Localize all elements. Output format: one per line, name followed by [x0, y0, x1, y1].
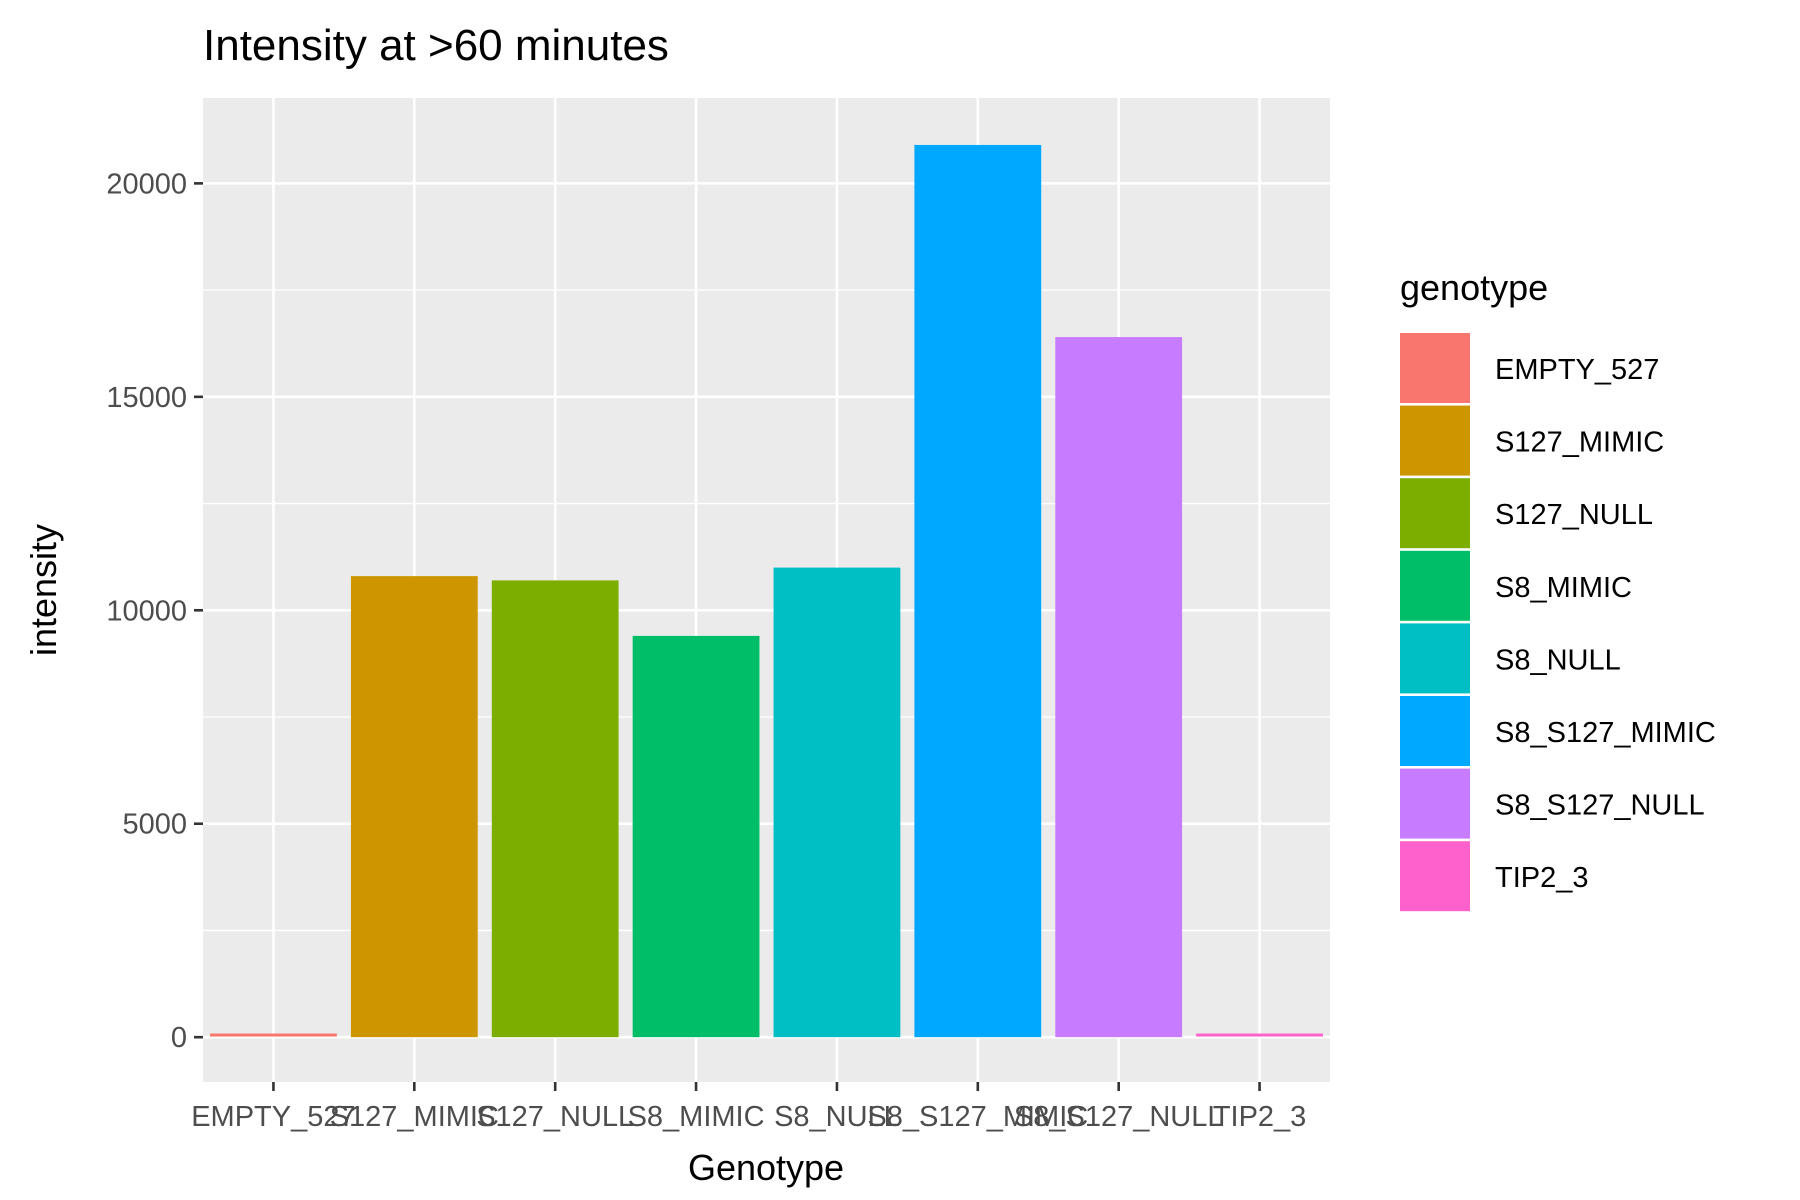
y-tick-label: 20000 [106, 168, 187, 200]
legend-swatch [1400, 623, 1470, 694]
y-axis: 0 5000 10000 15000 20000 [106, 168, 203, 1054]
x-tick-label: S8_NULL [774, 1101, 900, 1133]
bar-s8-mimic [632, 635, 760, 1038]
legend-label: S8_MIMIC [1495, 572, 1632, 604]
legend-label: S127_MIMIC [1495, 427, 1664, 459]
y-tick-label: 15000 [106, 382, 187, 414]
legend-swatch [1400, 841, 1470, 912]
y-tick-label: 5000 [122, 809, 187, 841]
bar-s8-s127-null [1055, 337, 1183, 1038]
legend: genotype EMPTY_527 S127_MIMIC S127_NULL S8_… [1400, 267, 1716, 912]
legend-swatch [1400, 696, 1470, 766]
legend-swatch [1400, 478, 1470, 549]
bar-tip2-3 [1196, 1033, 1323, 1037]
x-tick-label: S8_MIMIC [628, 1101, 765, 1133]
legend-label: EMPTY_527 [1495, 354, 1659, 386]
bar-s8-s127-mimic [914, 144, 1042, 1038]
bars [210, 144, 1323, 1038]
legend-label: TIP2_3 [1495, 862, 1589, 894]
legend-swatch [1400, 333, 1470, 403]
x-tick-label: S127_NULL [476, 1101, 634, 1133]
bar-s127-mimic [350, 576, 478, 1038]
legend-swatch [1400, 768, 1470, 839]
bar-s8-null [773, 567, 901, 1038]
x-axis-title: Genotype [688, 1147, 844, 1188]
bar-s127-null [491, 580, 619, 1038]
legend-label: S127_NULL [1495, 499, 1653, 531]
legend-items: EMPTY_527 S127_MIMIC S127_NULL S8_MIMIC S8_N… [1400, 333, 1716, 912]
legend-label: S8_S127_NULL [1495, 790, 1705, 822]
legend-title: genotype [1400, 267, 1548, 308]
legend-swatch [1400, 550, 1470, 621]
x-tick-label: EMPTY_527 [191, 1101, 355, 1133]
bar-empty-527 [210, 1033, 337, 1037]
chart-title: Intensity at >60 minutes [203, 21, 669, 70]
x-tick-label: TIP2_3 [1213, 1101, 1307, 1133]
legend-swatch [1400, 405, 1470, 476]
x-tick-label: S8_S127_NULL [1014, 1101, 1224, 1133]
y-tick-label: 10000 [106, 595, 187, 627]
legend-label: S8_S127_MIMIC [1495, 717, 1716, 749]
x-tick-label: S127_MIMIC [330, 1101, 499, 1133]
y-tick-label: 0 [171, 1022, 187, 1054]
x-tick-label: S8_S127_MIMIC [867, 1101, 1088, 1133]
legend-label: S8_NULL [1495, 644, 1621, 676]
y-axis-title: intensity [23, 524, 64, 656]
